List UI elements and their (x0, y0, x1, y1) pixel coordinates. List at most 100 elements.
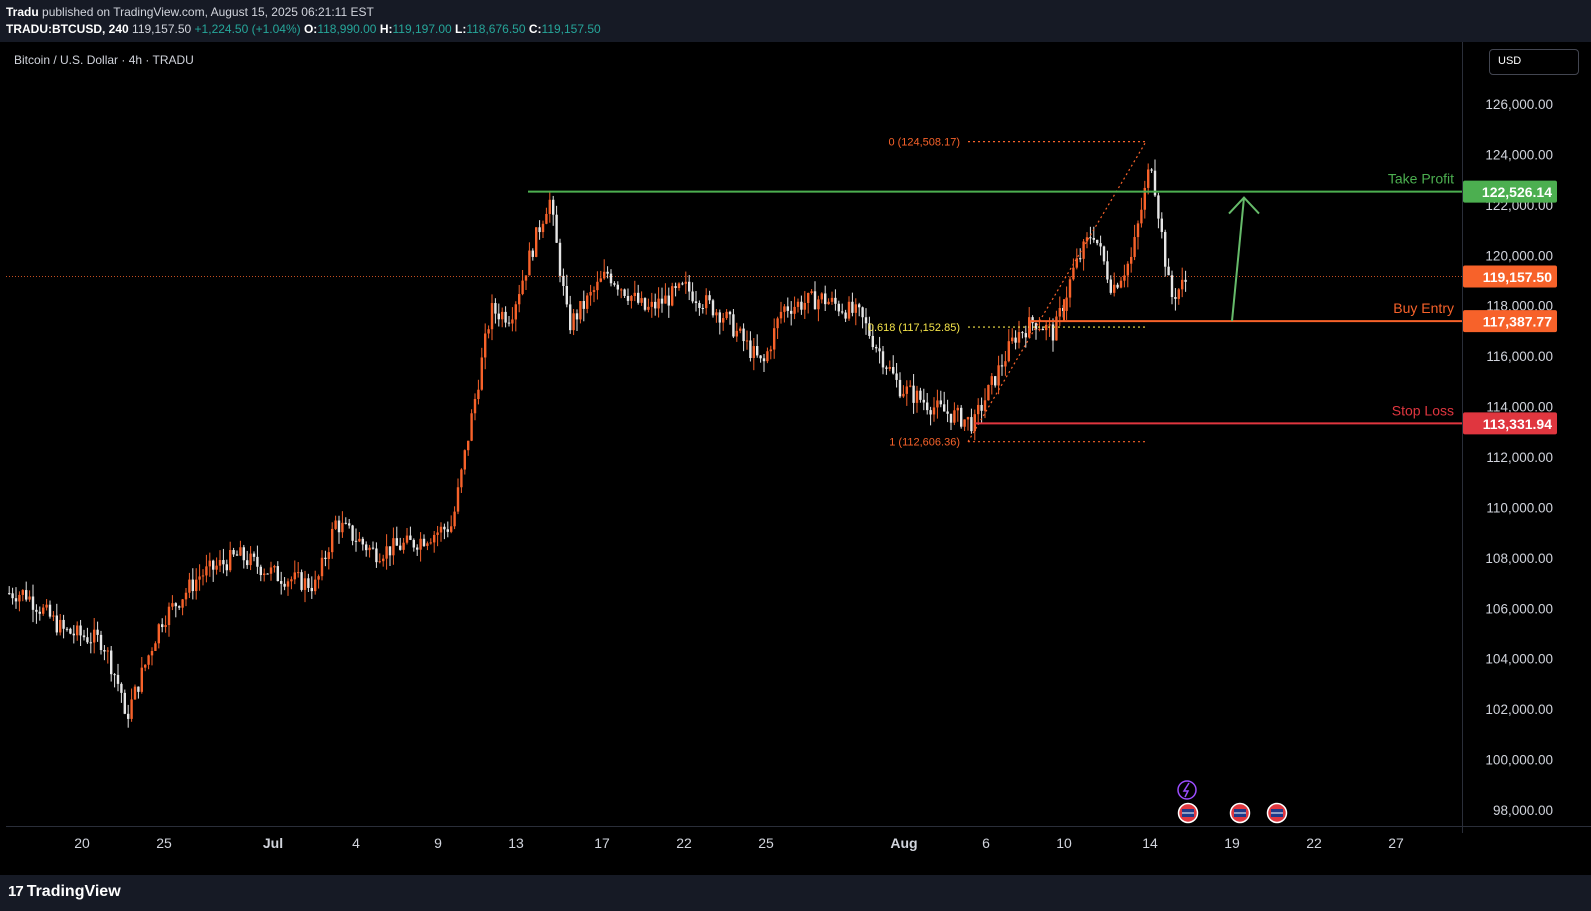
candle-body (555, 214, 558, 243)
candle-body (1119, 280, 1123, 288)
candle-body (368, 547, 371, 551)
candle-body (331, 528, 334, 553)
candle-body (858, 304, 861, 308)
candle-body (1031, 317, 1034, 324)
bolt-icon-path (1182, 782, 1190, 798)
fib-label-618: 0.618 (117,152.85) (868, 322, 960, 334)
y-tick-label: 116,000.00 (1486, 349, 1553, 364)
candle-body (375, 548, 378, 563)
candle-body (378, 561, 381, 563)
candle-body (973, 414, 976, 432)
candle-body (844, 312, 847, 319)
candle-body (31, 596, 35, 610)
plot-area (0, 42, 1462, 826)
candle-body (446, 529, 449, 532)
candle-body (936, 400, 939, 408)
candle-body (429, 542, 432, 544)
y-tick-label: 126,000.00 (1485, 97, 1553, 112)
candle-body (1109, 279, 1112, 293)
candle-body (1024, 333, 1027, 338)
candle-body (905, 386, 908, 394)
candle-body (946, 411, 949, 414)
x-tick-label: 27 (1388, 835, 1404, 851)
publisher[interactable]: Tradu (6, 5, 39, 19)
candle-body (1096, 239, 1099, 244)
candle-body (178, 606, 181, 608)
header-bar: Tradu published on TradingView.com, Augu… (0, 0, 1591, 42)
candle-body (1174, 297, 1177, 299)
candle-body (191, 579, 194, 592)
candle-body (327, 552, 330, 560)
candle-body (599, 278, 602, 282)
price-chart[interactable]: 98,000.00 100,000.00 102,000.00 104,000.00 1… (0, 42, 1591, 875)
candle-body (569, 304, 572, 331)
candle-body (1153, 170, 1157, 196)
candle-body (354, 540, 358, 542)
candle-body (606, 271, 609, 274)
x-tick-label: 25 (758, 835, 774, 851)
pane-title: Bitcoin / U.S. Dollar · 4h · TRADU (14, 53, 194, 67)
candle-body (681, 283, 684, 285)
candle-body (242, 547, 245, 561)
x-tick-label: Aug (890, 835, 917, 851)
candle-body (1065, 297, 1068, 311)
logo-text: TradingView (26, 883, 121, 900)
candle-body (76, 625, 79, 636)
candle-body (1082, 241, 1085, 259)
candle-body (1106, 261, 1109, 280)
candle-body (293, 572, 296, 580)
x-tick-label: 10 (1056, 835, 1072, 851)
candle-body (875, 347, 878, 349)
y-tick-label: 100,000.00 (1485, 753, 1553, 768)
candle-body (643, 298, 647, 310)
candle-body (939, 400, 942, 405)
candle-body (582, 301, 585, 309)
candle-body (419, 538, 422, 550)
buy-entry-label: Buy Entry (1393, 300, 1454, 316)
candle-body (174, 603, 177, 607)
candle-body (718, 312, 721, 323)
candle-body (902, 393, 905, 397)
candle-body (762, 358, 766, 362)
candle-body (1177, 289, 1180, 299)
candle-body (395, 538, 398, 546)
candle-body (868, 323, 871, 336)
low-value: 118,676.50 (466, 22, 526, 36)
candle-body (137, 686, 140, 692)
candle-body (626, 295, 630, 301)
candle-body (344, 522, 347, 524)
candle-body (640, 298, 643, 303)
tradingview-logo[interactable]: 17 TradingView (8, 883, 121, 901)
candle-body (324, 557, 327, 560)
candle-body (256, 556, 259, 567)
buy-entry-price-tag (1463, 310, 1557, 333)
candle-body (800, 301, 803, 310)
candle-body (701, 308, 704, 310)
last-price-tag (1463, 265, 1557, 288)
currency-button[interactable]: USD (1489, 49, 1579, 75)
candle-body (688, 281, 691, 292)
projection-arrow-shaft (1231, 197, 1245, 322)
candle-body (586, 295, 589, 309)
candle-body (609, 273, 613, 284)
candle-body (664, 295, 667, 304)
candle-body (45, 604, 48, 608)
candle-body (759, 355, 762, 359)
candle-body (11, 593, 14, 599)
candle-body (562, 275, 565, 287)
candle-body (246, 560, 249, 566)
candle-body (817, 299, 820, 310)
candle-body (341, 522, 344, 533)
x-tick-label: 9 (434, 835, 442, 851)
y-tick-label: 118,000.00 (1486, 299, 1553, 314)
candle-body (987, 384, 990, 401)
candle-body (786, 306, 789, 311)
candle-body (86, 637, 89, 643)
candle-body (1116, 284, 1119, 288)
candle-body (851, 301, 854, 313)
candle-body (300, 572, 303, 590)
candle-body (18, 594, 21, 602)
candle-body (252, 553, 256, 557)
candle-body (878, 348, 881, 352)
candle-body (813, 291, 817, 310)
